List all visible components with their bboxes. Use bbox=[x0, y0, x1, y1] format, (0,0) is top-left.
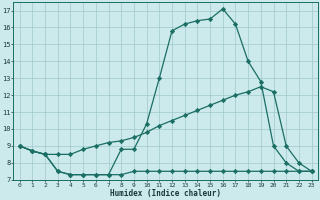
X-axis label: Humidex (Indice chaleur): Humidex (Indice chaleur) bbox=[110, 189, 221, 198]
